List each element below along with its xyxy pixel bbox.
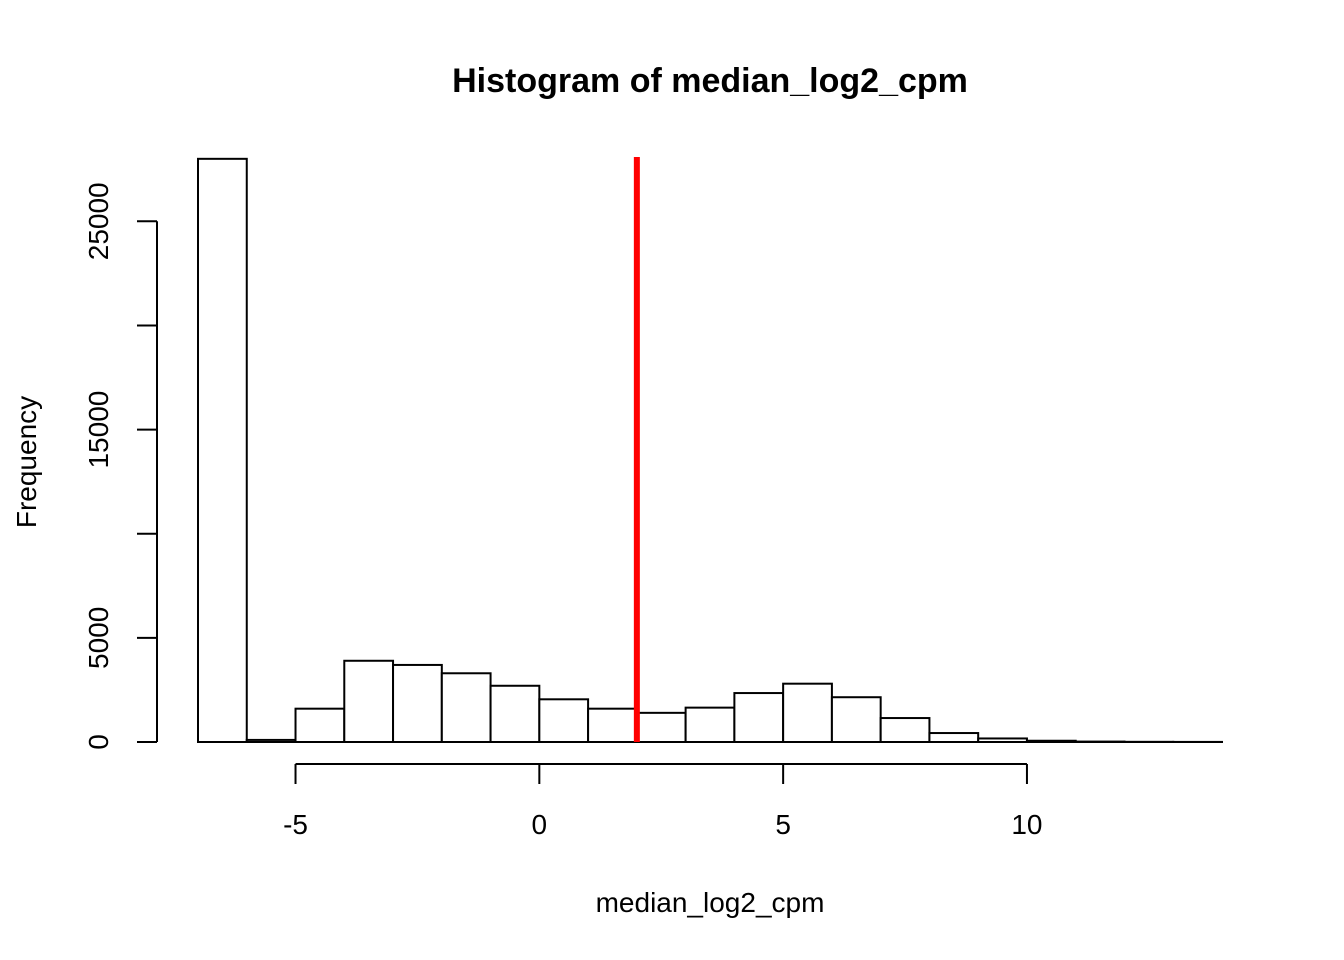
x-axis: -5 0 5 10 xyxy=(283,763,1043,840)
y-tick-label: 15000 xyxy=(83,391,114,469)
histogram-bar xyxy=(635,711,687,743)
histogram-bar xyxy=(830,696,882,744)
histogram-bar xyxy=(977,737,1028,743)
histogram-bar xyxy=(538,698,590,744)
histogram-bar xyxy=(197,157,248,744)
histogram-bar xyxy=(684,706,736,743)
histogram-bars xyxy=(197,157,1223,744)
y-axis: 0 5000 15000 25000 xyxy=(83,182,158,750)
x-tick-label: 10 xyxy=(1011,809,1042,840)
x-tick-label: 5 xyxy=(775,809,791,840)
histogram-bar xyxy=(440,672,492,744)
y-tick-label: 5000 xyxy=(83,607,114,669)
x-axis-label: median_log2_cpm xyxy=(596,887,825,918)
histogram-bar xyxy=(245,738,297,743)
histogram-bar xyxy=(343,659,395,743)
histogram-bar xyxy=(587,707,638,743)
histogram-bar xyxy=(1025,739,1077,744)
histogram-bar xyxy=(733,692,785,744)
y-tick-label: 25000 xyxy=(83,182,114,260)
histogram-bar xyxy=(294,707,346,743)
x-tick-label: 0 xyxy=(532,809,548,840)
x-tick-label: -5 xyxy=(283,809,308,840)
histogram-bar xyxy=(489,684,541,743)
histogram-bar xyxy=(392,663,443,743)
chart-title: Histogram of median_log2_cpm xyxy=(452,62,968,100)
histogram-bar xyxy=(928,732,980,743)
y-tick-label: 0 xyxy=(83,734,114,750)
histogram-bar xyxy=(782,682,833,743)
y-axis-label: Frequency xyxy=(11,396,42,528)
histogram-bar xyxy=(879,717,931,744)
